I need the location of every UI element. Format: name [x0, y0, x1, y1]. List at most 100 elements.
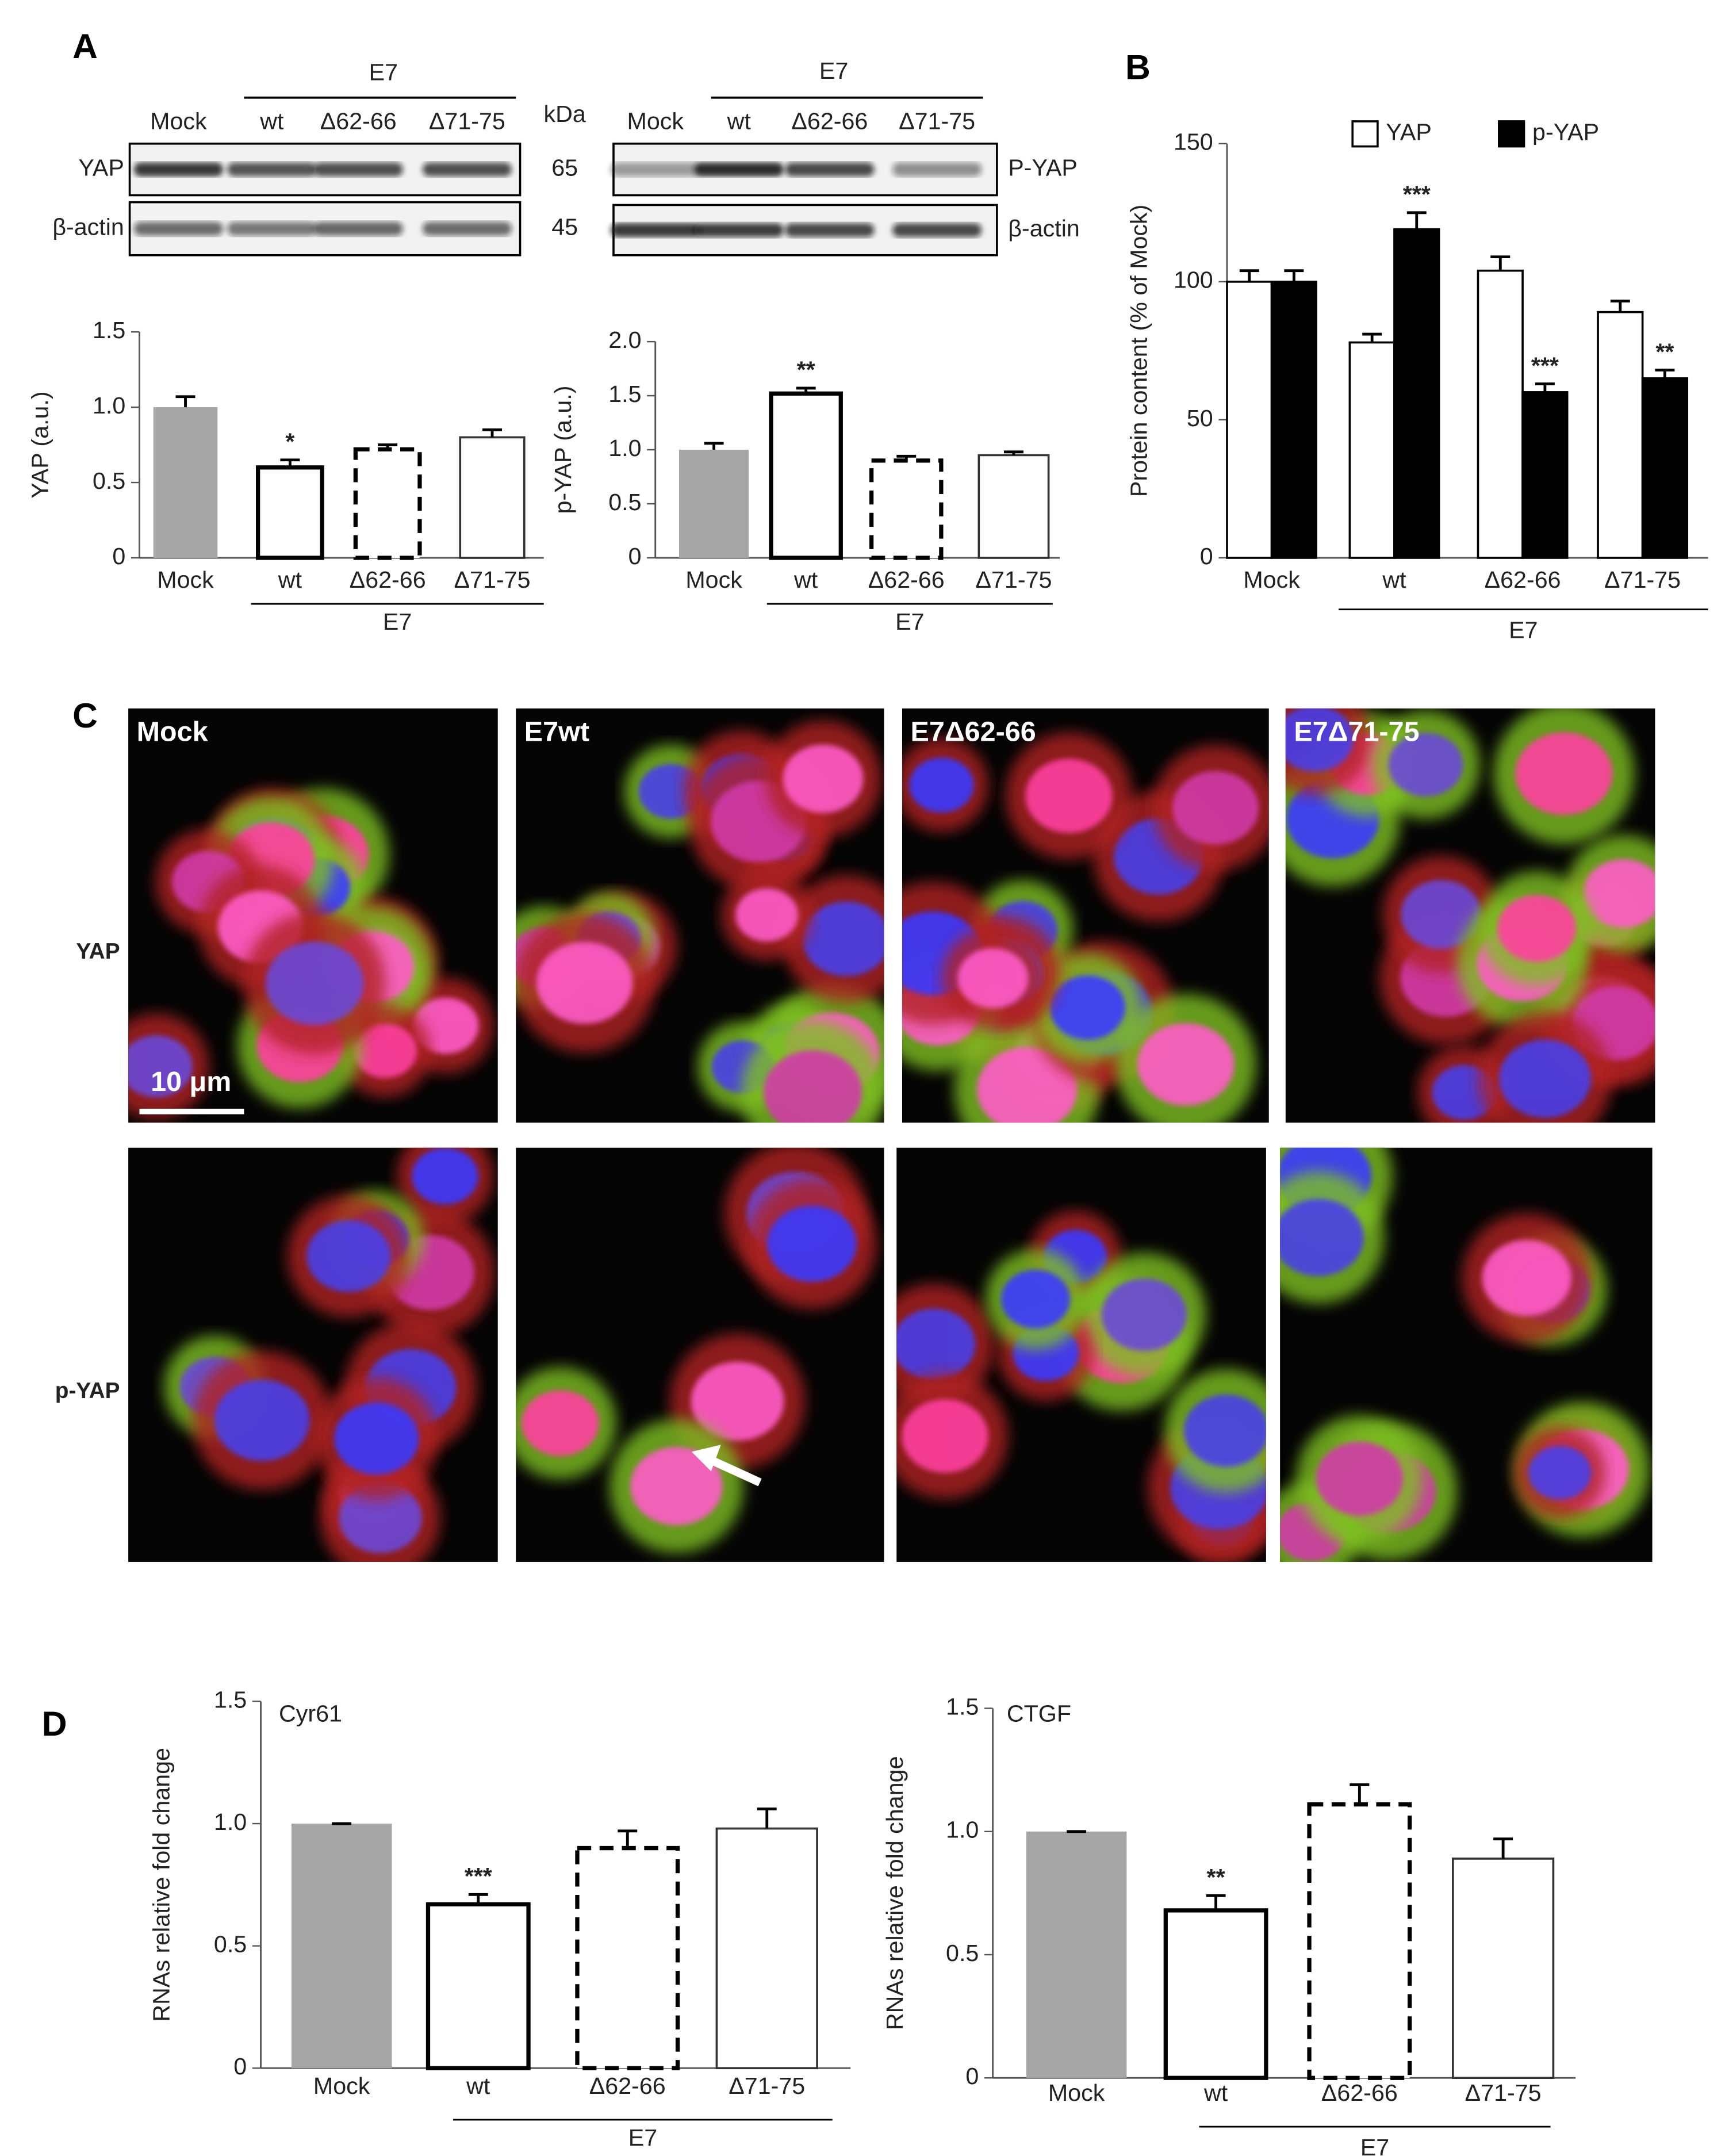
error-bar: [896, 454, 917, 461]
nucleus: [1280, 1198, 1364, 1277]
bar: [256, 465, 324, 560]
bar: [1163, 1908, 1268, 2080]
y-tick-label: 50: [1187, 405, 1213, 431]
nucleus: [1515, 732, 1613, 815]
micrograph: [516, 1147, 884, 1562]
micrograph: [896, 1147, 1266, 1562]
legend-label: p-YAP: [1532, 119, 1599, 145]
blot-band: [227, 221, 317, 236]
group-label: E7: [628, 2124, 657, 2151]
nucleus: [1049, 975, 1126, 1040]
y-tick-label: 1.0: [214, 1809, 247, 1835]
cells: [516, 720, 884, 1123]
bar: [678, 450, 749, 558]
nucleus: [1172, 771, 1259, 845]
x-tick-label: wt: [278, 566, 302, 593]
bar: [715, 1827, 818, 2070]
nucleus: [691, 1361, 784, 1441]
error-bar: [468, 1893, 488, 1905]
y-tick-label: 100: [1174, 267, 1213, 293]
y-axis-label: YAP (a.u.): [27, 391, 53, 498]
panel-label: C: [72, 696, 98, 735]
x-tick-label: wt: [793, 566, 818, 593]
nucleus: [1285, 708, 1354, 772]
micrograph: Mock: [128, 708, 498, 1123]
significance: ***: [1403, 181, 1431, 208]
micrograph-title: E7Δ62-66: [911, 716, 1036, 747]
arrow-head: [691, 1445, 721, 1472]
micrograph-title: Mock: [137, 716, 209, 747]
blot-band: [694, 162, 784, 177]
error-bar: [704, 442, 724, 450]
y-tick-label: 0: [628, 543, 642, 569]
error-bar: [618, 1829, 638, 1848]
nucleus: [1401, 880, 1482, 949]
blot-band: [422, 162, 512, 177]
micrograph-title: E7Δ71-75: [1294, 716, 1419, 747]
micrograph: E7Δ62-66: [902, 708, 1269, 1123]
y-tick-label: 0: [112, 543, 125, 569]
bar: [869, 458, 944, 560]
significance: ***: [465, 1863, 492, 1889]
blot-band: [611, 223, 700, 238]
nucleus: [896, 1308, 976, 1380]
y-axis-label: Protein content (% of Mock): [1126, 205, 1152, 497]
blot-band: [785, 162, 875, 177]
x-tick-label: wt: [466, 2073, 490, 2099]
error-bar: [1003, 450, 1023, 455]
bar: [1393, 228, 1440, 559]
chart-title: Cyr61: [279, 1701, 342, 1727]
y-tick-label: 1.5: [946, 1693, 979, 1720]
blot-band: [611, 162, 700, 177]
nucleus: [334, 1402, 419, 1475]
significance: ***: [1531, 352, 1559, 378]
blot-row-label: β-actin: [52, 214, 124, 240]
error-bar: [1406, 211, 1427, 229]
legend-label: YAP: [1386, 119, 1431, 145]
nucleus: [909, 757, 974, 813]
blot-band: [785, 223, 875, 238]
x-tick-label: Δ71-75: [1465, 2080, 1542, 2106]
x-tick-label: Δ71-75: [975, 566, 1052, 593]
legend-swatch: [1351, 120, 1379, 148]
nucleus: [1497, 895, 1576, 962]
nucleus: [957, 948, 1029, 1009]
blot-band: [694, 223, 784, 238]
kda-value: 65: [551, 155, 578, 181]
bar: [575, 1845, 680, 2070]
x-tick-label: Δ71-75: [454, 566, 531, 593]
y-tick-label: 1.5: [608, 381, 641, 407]
x-tick-label: Mock: [313, 2073, 370, 2099]
nucleus: [1316, 1441, 1404, 1516]
y-tick-label: 150: [1174, 129, 1213, 155]
nucleus: [1498, 1039, 1592, 1118]
x-tick-label: wt: [1382, 566, 1406, 593]
error-bar: [280, 458, 300, 468]
group-label: E7: [383, 608, 412, 635]
group-label: E7: [1360, 2134, 1389, 2156]
blot-band: [133, 221, 224, 236]
blot-band: [892, 162, 982, 177]
blot-band: [227, 162, 317, 177]
bar: [977, 454, 1050, 559]
micrograph: [128, 1147, 498, 1562]
nucleus: [128, 1035, 193, 1097]
blot-lane-label: Δ71-75: [429, 108, 505, 134]
cells: [164, 1147, 494, 1562]
micrograph-title: E7wt: [524, 716, 589, 747]
micrograph: [1280, 1147, 1653, 1562]
y-tick-label: 0.5: [93, 468, 125, 494]
panel-label: B: [1125, 47, 1151, 86]
nucleus: [306, 1220, 391, 1292]
y-tick-label: 0.5: [214, 1931, 247, 1958]
blot-band: [892, 223, 982, 238]
nucleus: [522, 1390, 599, 1456]
y-tick-label: 1.0: [946, 1817, 979, 1843]
panel-label: A: [72, 26, 98, 66]
significance: **: [797, 357, 815, 383]
cells: [1285, 708, 1655, 1123]
y-tick-label: 0.5: [946, 1940, 979, 1966]
bar: [1348, 341, 1396, 559]
blot-row-label: YAP: [78, 155, 124, 181]
nucleus: [353, 1024, 417, 1078]
